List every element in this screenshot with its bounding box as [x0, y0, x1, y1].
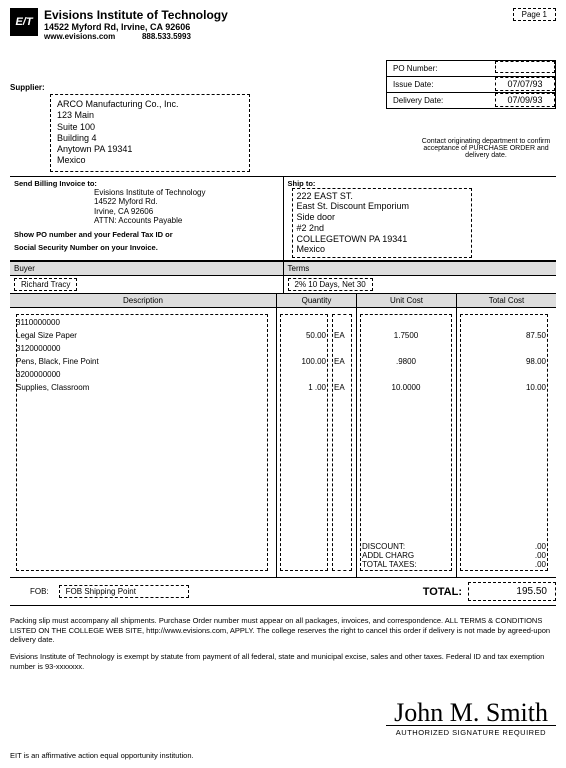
supplier-line: 123 Main [57, 110, 243, 121]
terms-value: 2% 10 Days, Net 30 [288, 278, 373, 291]
supplier-box: ARCO Manufacturing Co., Inc. 123 Main Su… [50, 94, 250, 172]
addl-value: .00 [456, 551, 556, 560]
item-uom: EA [332, 331, 356, 340]
shipto-line: 222 EAST ST. [297, 191, 467, 202]
terms-paragraph-1: Packing slip must accompany all shipment… [10, 616, 556, 644]
item-uom: EA [332, 357, 356, 366]
terms-label: Terms [283, 262, 557, 275]
buyer-terms-header: Buyer Terms [10, 261, 556, 276]
item-desc: Legal Size Paper [10, 331, 276, 340]
shipto-line: Side door [297, 212, 467, 223]
delivery-date-label: Delivery Date: [387, 93, 495, 108]
header: E/T Evisions Institute of Technology 145… [10, 8, 556, 41]
shipto-label: Ship to: [288, 179, 553, 188]
item-unit: .9800 [356, 357, 456, 366]
buyer-value: Richard Tracy [14, 278, 77, 291]
billing-line: ATTN: Accounts Payable [94, 216, 279, 226]
item-uom: EA [332, 383, 356, 392]
item-code: 3120000000 [10, 344, 276, 353]
billing-address: Evisions Institute of Technology 14522 M… [94, 188, 279, 226]
shipto-line: Mexico [297, 244, 467, 255]
item-code: 3200000000 [10, 370, 276, 379]
purchase-order-page: Page 1 E/T Evisions Institute of Technol… [0, 0, 566, 768]
fob-value: FOB Shipping Point [59, 585, 189, 598]
website: www.evisions.com [44, 32, 115, 41]
fob-label: FOB: [10, 587, 59, 596]
summary-block: DISCOUNT:.00 ADDL CHARG.00 TOTAL TAXES:.… [356, 542, 556, 569]
fob-total-row: FOB: FOB Shipping Point TOTAL: 195.50 [10, 578, 556, 606]
billing-note: Social Security Number on your Invoice. [14, 243, 279, 252]
billing-note: Show PO number and your Federal Tax ID o… [14, 230, 279, 239]
items-area: 3110000000Legal Size Paper50.00EA1.75008… [10, 308, 556, 578]
item-qty: 1 .00 [276, 383, 332, 392]
line-item: 3110000000 Legal Size Paper50.00EA1.75008… [10, 316, 556, 342]
tax-label: TOTAL TAXES: [356, 560, 456, 569]
supplier-name: ARCO Manufacturing Co., Inc. [57, 99, 243, 110]
billing-line: 14522 Myford Rd. [94, 197, 279, 207]
contact-note: Contact originating department to confir… [416, 138, 556, 159]
supplier-line: Anytown PA 19341 [57, 144, 243, 155]
billing-label: Send Billing Invoice to: [14, 179, 279, 188]
shipto-box: 222 EAST ST. East St. Discount Emporium … [292, 188, 472, 259]
institution-name: Evisions Institute of Technology [44, 8, 228, 22]
institution-contact: www.evisions.com 888.533.5993 [44, 32, 228, 41]
shipto-line: #2 2nd [297, 223, 467, 234]
signature: John M. Smith [386, 701, 556, 725]
col-totalcost: Total Cost [456, 294, 556, 307]
discount-label: DISCOUNT: [356, 542, 456, 551]
item-qty: 50.00 [276, 331, 332, 340]
billing-shipping-row: Send Billing Invoice to: Evisions Instit… [10, 176, 556, 262]
buyer-label: Buyer [10, 262, 283, 275]
col-description: Description [10, 294, 276, 307]
item-code: 3110000000 [10, 318, 276, 327]
supplier-line: Suite 100 [57, 122, 243, 133]
issue-date-value: 07/07/93 [495, 77, 555, 91]
discount-value: .00 [456, 542, 556, 551]
supplier-line: Mexico [57, 155, 243, 166]
billing-line: Evisions Institute of Technology [94, 188, 279, 198]
po-number-label: PO Number: [387, 61, 495, 76]
page-number: Page 1 [513, 8, 556, 21]
addl-label: ADDL CHARG [356, 551, 456, 560]
item-unit: 10.0000 [356, 383, 456, 392]
logo: E/T [10, 8, 38, 36]
shipto-line: East St. Discount Emporium [297, 201, 467, 212]
item-unit: 1.7500 [356, 331, 456, 340]
supplier-line: Building 4 [57, 133, 243, 144]
items-header: Description Quantity Unit Cost Total Cos… [10, 293, 556, 308]
tax-value: .00 [456, 560, 556, 569]
total-label: TOTAL: [423, 586, 468, 598]
col-unitcost: Unit Cost [356, 294, 456, 307]
footer-text: EIT is an affirmative action equal oppor… [10, 751, 556, 760]
col-quantity: Quantity [276, 294, 356, 307]
buyer-terms-values: Richard Tracy 2% 10 Days, Net 30 [10, 276, 556, 293]
institution-address: 14522 Myford Rd, Irvine, CA 92606 [44, 22, 228, 32]
issue-date-label: Issue Date: [387, 77, 495, 92]
item-desc: Pens, Black, Fine Point [10, 357, 276, 366]
billing-line: Irvine, CA 92606 [94, 207, 279, 217]
signature-caption: AUTHORIZED SIGNATURE REQUIRED [10, 728, 556, 737]
shipto-line: COLLEGETOWN PA 19341 [297, 234, 467, 245]
item-total: 98.00 [456, 357, 556, 366]
total-value: 195.50 [468, 582, 556, 601]
item-qty: 100.00 [276, 357, 332, 366]
po-number-value [495, 61, 555, 73]
item-total: 87.50 [456, 331, 556, 340]
line-item: 3120000000 Pens, Black, Fine Point100.00E… [10, 342, 556, 368]
phone: 888.533.5993 [142, 32, 191, 41]
po-info-block: PO Number: Issue Date: 07/07/93 Delivery… [386, 60, 556, 108]
delivery-date-value: 07/09/93 [495, 93, 555, 107]
terms-paragraph-2: Evisions Institute of Technology is exem… [10, 652, 556, 671]
item-desc: Supplies, Classroom [10, 383, 276, 392]
line-item: 3200000000Supplies, Classroom1 .00EA10.0… [10, 368, 556, 394]
signature-block: John M. Smith AUTHORIZED SIGNATURE REQUI… [10, 701, 556, 736]
item-total: 10.00 [456, 383, 556, 392]
